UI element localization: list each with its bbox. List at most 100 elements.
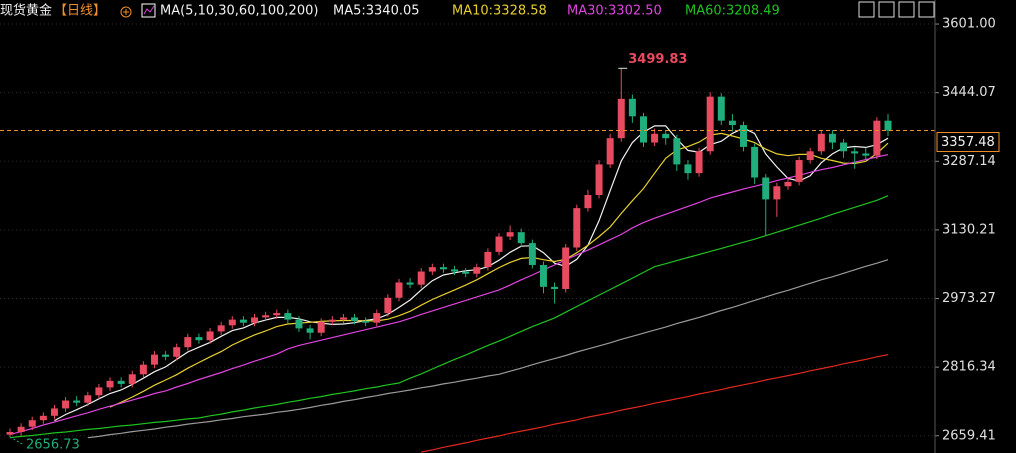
candle-body [417,271,425,285]
tool-button[interactable] [918,1,935,18]
indicator: MA(5,10,30,60,100,200) [160,4,318,19]
add-icon[interactable] [120,6,132,18]
candle-body [873,120,881,156]
candle-body [606,138,614,165]
candle-body [806,151,814,161]
legend-entry: MA60:3208.49 [685,4,780,19]
candle-body [684,164,692,174]
candle-body [740,125,748,147]
candle-body [784,181,792,187]
indicator-icon[interactable] [141,3,156,18]
candle-body [673,138,681,165]
y-tick-label: 3287.14 [942,154,996,169]
ma-line [109,132,889,408]
candle-body [173,347,181,357]
candle-body [351,317,359,321]
candle-body [395,282,403,298]
candle-body [539,264,547,287]
period[interactable]: 【日线】 [54,4,106,19]
ma-line [9,195,889,439]
candle-body [317,321,325,333]
y-tick-label: 2659.41 [942,428,996,443]
candle-body [639,116,647,143]
candle-body [17,426,25,433]
plot-area [0,23,935,453]
candle-body [528,243,536,265]
y-tick-label: 2816.34 [942,360,996,375]
candle-body [273,313,281,316]
candle-body [551,286,559,290]
candle-body [651,133,659,143]
candle-body [117,380,125,384]
y-tick-label: 3130.21 [942,222,996,237]
candle-body [150,354,158,365]
candle-body [473,267,481,274]
candle-body [840,142,848,152]
candle-body [139,364,147,375]
candle-body [428,267,436,272]
tool-button[interactable] [858,1,875,18]
candle-body [217,325,225,332]
candle-body [495,236,503,252]
y-tick-label: 3601.00 [942,17,996,32]
candle-body [239,319,247,323]
legend-entry: MA30:3302.50 [567,4,662,19]
candle-body [728,120,736,126]
min-marker [9,436,25,446]
candle-body [795,160,803,182]
candle-body [128,374,136,384]
candle-body [751,146,759,178]
candle-body [817,133,825,152]
candle-body [328,319,336,322]
candle-body [884,120,892,131]
toolbar [858,1,935,18]
candle-body [384,297,392,314]
candle-body [373,313,381,323]
candle-body [762,177,770,200]
candle-body [406,282,414,285]
candle-body [106,380,114,388]
candle-body [184,337,192,348]
candle-body [39,415,47,421]
candle-body [6,432,14,435]
candle-body [339,317,347,320]
candle-body [562,247,570,290]
candle-body [595,164,603,196]
candle-body [517,232,525,244]
candle-body [662,133,670,139]
candle-body [851,151,859,154]
candle-body [484,251,492,268]
candle-body [306,328,314,333]
y-tick-label: 2973.27 [942,291,996,306]
candle-body [73,400,81,403]
tool-button[interactable] [898,1,915,18]
candle-body [50,408,58,416]
candle-body [362,320,370,323]
candle-body [84,395,92,403]
candle-body [95,387,103,396]
candle-body [262,315,270,318]
candle-body [451,269,459,272]
candle-body [206,331,214,341]
last-price-box [936,132,1000,153]
candle-body [584,195,592,209]
candle-body [284,313,292,320]
candle-body [195,337,203,341]
ma-line [421,354,889,453]
candle-body [773,186,781,200]
candle-body [228,319,236,326]
max-label: 3499.83 [628,52,687,67]
tool-button[interactable] [878,1,895,18]
candle-body [717,96,725,121]
candle-body [695,151,703,174]
candle-body [628,98,636,117]
legend-entry: MA5:3340.05 [333,4,420,19]
min-label: 2656.73 [26,438,80,453]
ma-line [87,259,889,439]
candle-body [295,319,303,329]
candle-body [251,317,259,323]
candle-body [706,96,714,152]
